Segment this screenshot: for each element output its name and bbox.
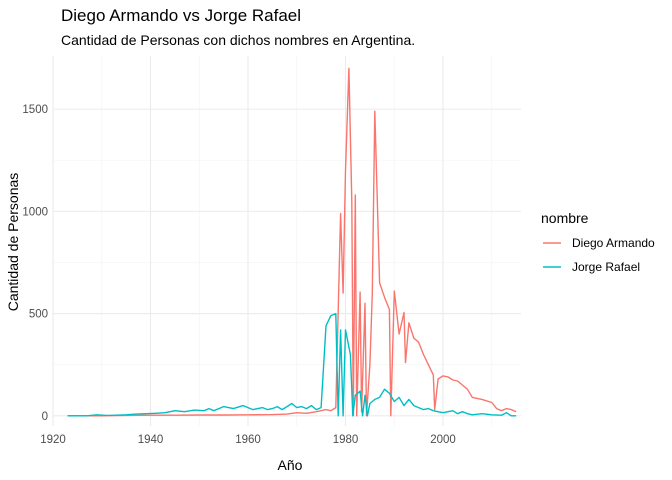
legend-title: nombre [541,210,589,226]
x-axis-ticks: 1920 1940 1960 1980 2000 [40,434,456,446]
chart-title: Diego Armando vs Jorge Rafael [61,6,301,25]
series-lines [67,67,517,417]
x-tick-label: 1980 [333,434,359,446]
y-tick-label: 0 [42,411,48,423]
plot-area [52,56,521,426]
y-tick-label: 1500 [22,104,48,116]
x-tick-label: 2000 [430,434,456,446]
legend-items: Diego Armando Jorge Rafael [543,236,655,274]
chart-subtitle: Cantidad de Personas con dichos nombres … [61,32,415,48]
y-axis-ticks: 0 500 1000 1500 [22,104,48,423]
x-tick-label: 1960 [235,434,261,446]
x-tick-label: 1920 [40,434,66,446]
y-tick-label: 1000 [22,206,48,218]
x-axis-title: Año [278,457,303,473]
series-line-diego-armando [67,67,517,417]
legend: nombre Diego Armando Jorge Rafael [541,210,655,274]
legend-label: Diego Armando [572,236,655,250]
legend-item: Jorge Rafael [543,260,640,274]
y-axis-title: Cantidad de Personas [5,173,21,312]
y-tick-label: 500 [29,309,48,321]
x-tick-label: 1940 [138,434,164,446]
legend-label: Jorge Rafael [572,260,640,274]
legend-item: Diego Armando [543,236,655,250]
grid [52,56,521,426]
series-line-jorge-rafael [67,312,517,417]
